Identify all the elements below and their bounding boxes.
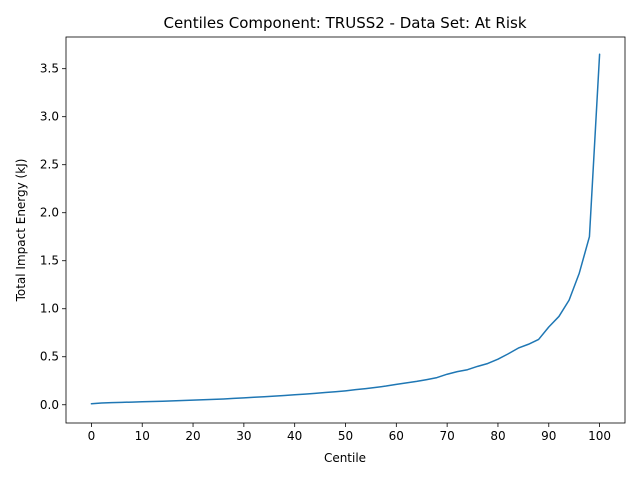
x-tick-label: 90 xyxy=(541,429,556,443)
y-tick-label: 0.5 xyxy=(40,350,59,364)
y-axis-label: Total Impact Energy (kJ) xyxy=(14,159,28,303)
x-tick-label: 10 xyxy=(135,429,150,443)
y-tick-label: 3.5 xyxy=(40,62,59,76)
x-tick-label: 80 xyxy=(490,429,505,443)
y-tick-label: 2.5 xyxy=(40,158,59,172)
x-tick-label: 40 xyxy=(287,429,302,443)
x-tick-label: 20 xyxy=(185,429,200,443)
y-tick-label: 2.0 xyxy=(40,206,59,220)
x-tick-label: 0 xyxy=(88,429,96,443)
plot-area xyxy=(90,53,601,405)
y-tick-label: 1.5 xyxy=(40,254,59,268)
y-tick-label: 1.0 xyxy=(40,302,59,316)
x-axis: 0 10 20 30 40 50 60 70 80 90 100 xyxy=(88,423,611,443)
x-tick-label: 60 xyxy=(389,429,404,443)
y-tick-label: 3.0 xyxy=(40,110,59,124)
x-tick-label: 50 xyxy=(338,429,353,443)
x-tick-label: 100 xyxy=(588,429,611,443)
x-axis-label: Centile xyxy=(324,451,366,465)
y-axis: 0.0 0.5 1.0 1.5 2.0 2.5 3.0 3.5 xyxy=(40,62,66,412)
x-tick-label: 70 xyxy=(439,429,454,443)
plot-frame xyxy=(65,36,626,424)
y-tick-label: 0.0 xyxy=(40,398,59,412)
x-tick-label: 30 xyxy=(236,429,251,443)
series-line-0 xyxy=(90,53,601,405)
chart-title: Centiles Component: TRUSS2 - Data Set: A… xyxy=(163,14,526,32)
